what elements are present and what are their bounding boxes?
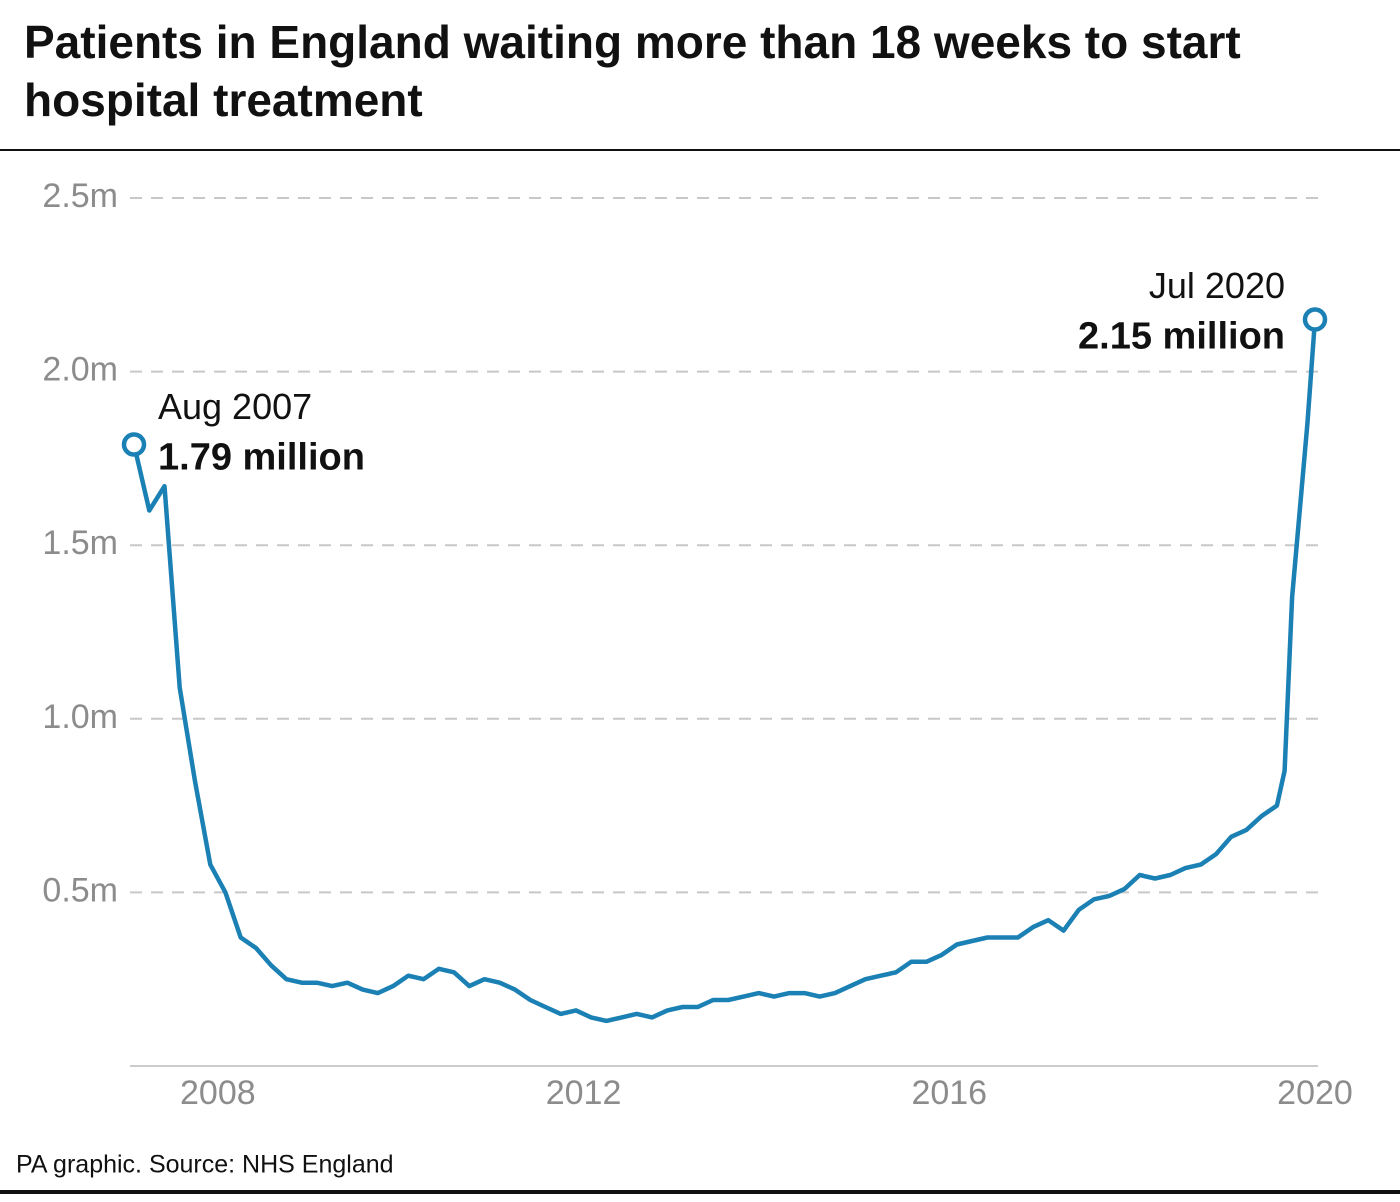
source: PA graphic. Source: NHS England bbox=[16, 1151, 394, 1179]
y-tick-label: 1.0m bbox=[42, 698, 118, 736]
line bbox=[131, 319, 1318, 1024]
x-tick-label: 2020 bbox=[1277, 1074, 1353, 1112]
chart-title: Patients in England waiting more than 18… bbox=[24, 16, 1241, 126]
annotation-date: Jul 2020 bbox=[1149, 265, 1285, 306]
y-tick-label: 2.5m bbox=[42, 177, 118, 215]
y-tick-label: 2.0m bbox=[42, 351, 118, 389]
end-marker bbox=[121, 432, 147, 457]
x-tick-label: 2008 bbox=[180, 1074, 256, 1112]
end-marker bbox=[1302, 307, 1328, 332]
y-tick-label: 1.5m bbox=[42, 524, 118, 562]
value-label: 2.15 million bbox=[1078, 316, 1285, 358]
y-tick-label: 0.5m bbox=[42, 871, 118, 909]
x-tick-label: 2016 bbox=[911, 1074, 987, 1112]
annotation-date: Aug 2007 bbox=[158, 386, 312, 427]
x-tick-label: 2012 bbox=[546, 1074, 622, 1112]
value-label: 1.79 million bbox=[158, 437, 365, 479]
